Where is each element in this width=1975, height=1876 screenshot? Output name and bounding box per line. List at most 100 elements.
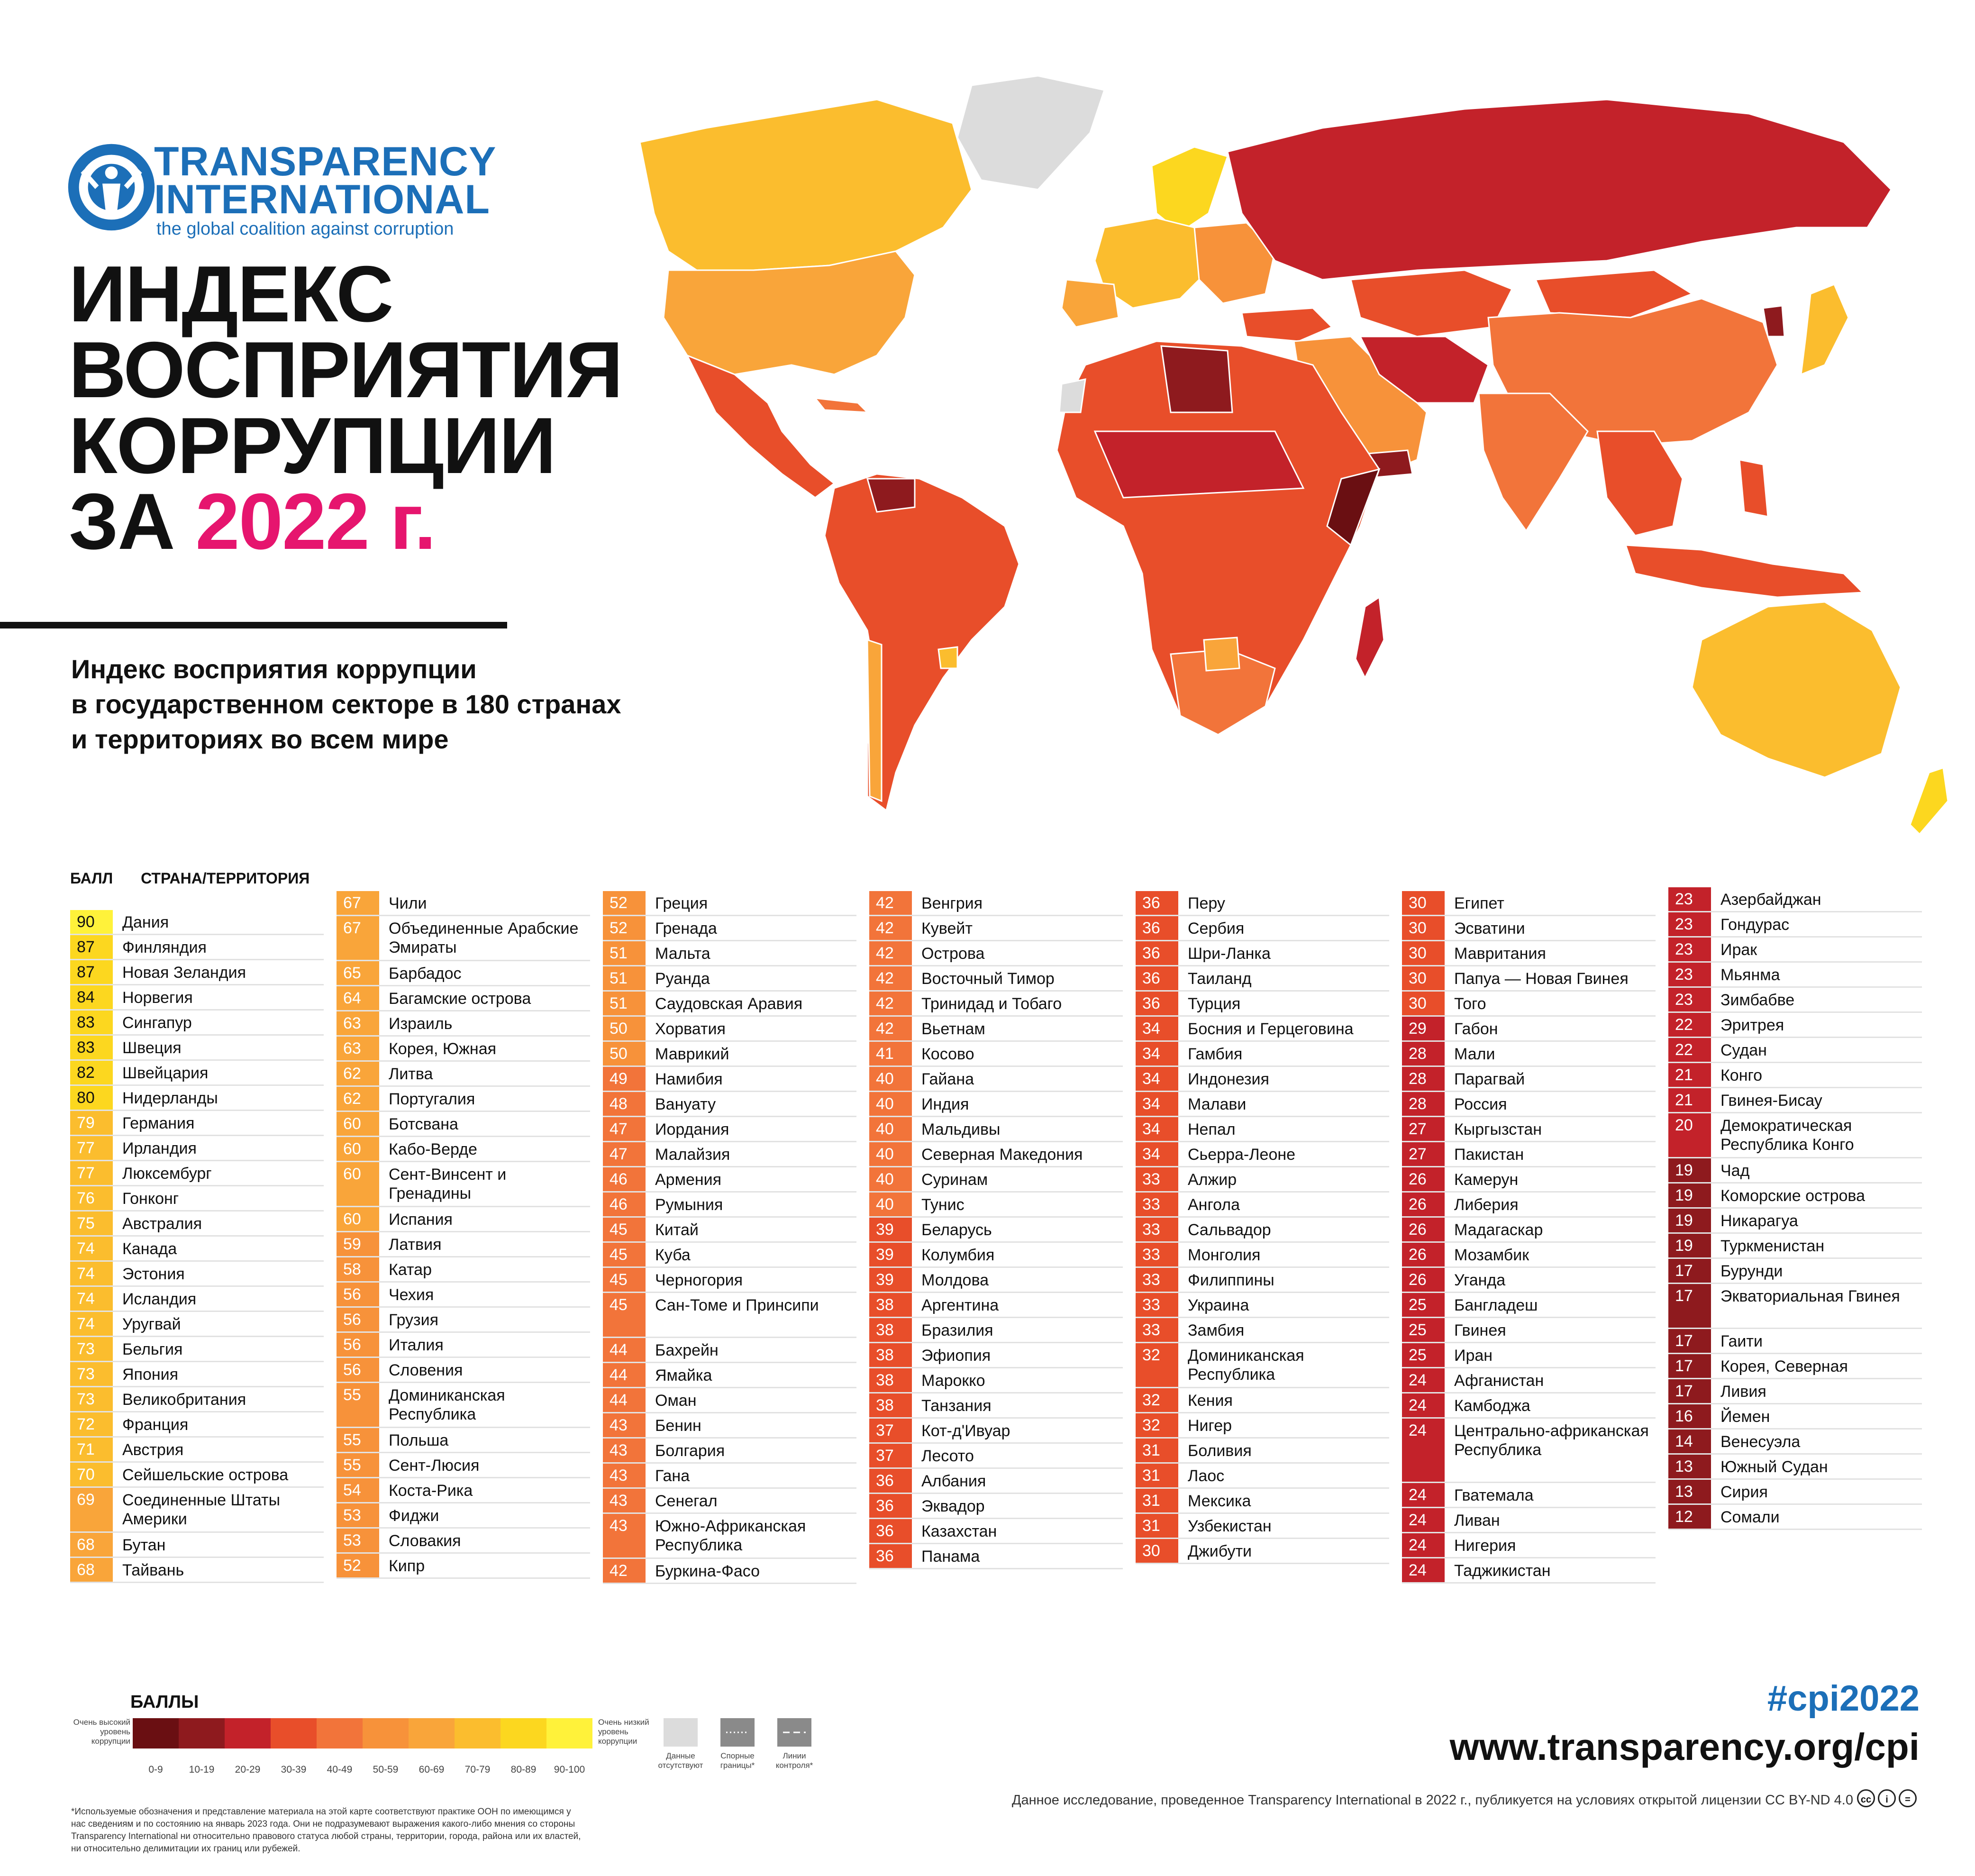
score-value: 24: [1402, 1483, 1445, 1507]
table-row: 73 Великобритания: [70, 1387, 324, 1412]
table-row: 34 Малави: [1136, 1092, 1389, 1117]
table-row: 24 Нигерия: [1402, 1533, 1656, 1558]
score-value: 13: [1668, 1455, 1711, 1478]
score-value: 39: [869, 1243, 912, 1266]
country-name: Объединенные Арабские Эмираты: [389, 920, 579, 956]
country-name: Мали: [1454, 1045, 1495, 1063]
score-value: 26: [1402, 1243, 1445, 1266]
country-name: Индонезия: [1188, 1070, 1269, 1088]
table-row: 36 Албания: [869, 1469, 1123, 1494]
page-title: ИНДЕКС ВОСПРИЯТИЯ КОРРУПЦИИ ЗА 2022 г.: [69, 254, 623, 561]
country-name: Барбадос: [389, 965, 462, 983]
score-value: 52: [337, 1554, 379, 1577]
score-value: 56: [337, 1283, 379, 1306]
table-row: 55 Польша: [337, 1428, 590, 1453]
score-value: 30: [1136, 1539, 1178, 1563]
country-name: Сенегал: [655, 1492, 718, 1510]
score-value: 56: [337, 1358, 379, 1382]
country-name: Танзания: [921, 1397, 992, 1415]
score-value: 45: [603, 1293, 646, 1337]
country-name: Канада: [122, 1240, 177, 1258]
score-value: 14: [1668, 1430, 1711, 1453]
country-name: Тринидад и Тобаго: [921, 995, 1062, 1013]
country-name: Гамбия: [1188, 1045, 1243, 1063]
score-value: 23: [1668, 938, 1711, 961]
country-name: Корея, Южная: [389, 1040, 497, 1058]
map-greenland: [956, 75, 1105, 191]
country-name: Йемен: [1720, 1408, 1770, 1426]
country-name: Румыния: [655, 1196, 723, 1214]
table-row: 33 Украина: [1136, 1293, 1389, 1318]
table-row: 22 Эритрея: [1668, 1013, 1922, 1038]
table-row: 38 Марокко: [869, 1368, 1123, 1393]
country-name: Ирак: [1720, 941, 1757, 959]
table-row: 24 Таджикистан: [1402, 1558, 1656, 1584]
country-name: Саудовская Аравия: [655, 995, 803, 1013]
table-row: 51 Саудовская Аравия: [603, 992, 856, 1017]
country-name: Индия: [921, 1095, 969, 1113]
score-value: 32: [1136, 1388, 1178, 1412]
country-name: Коморские острова: [1720, 1187, 1866, 1205]
score-value: 60: [337, 1207, 379, 1231]
country-name: Узбекистан: [1188, 1517, 1272, 1535]
table-row: 40 Северная Македония: [869, 1142, 1123, 1167]
country-name: Швейцария: [122, 1064, 209, 1082]
table-row: 67 Объединенные Арабские Эмираты: [337, 916, 590, 961]
score-value: 40: [869, 1142, 912, 1166]
table-row: 13 Южный Судан: [1668, 1455, 1922, 1480]
country-name: Гайана: [921, 1070, 974, 1088]
table-row: 30 Египет: [1402, 891, 1656, 916]
table-row: 42 Острова: [869, 941, 1123, 966]
country-name: Малави: [1188, 1095, 1247, 1113]
legend-tick-label: 40-49: [327, 1764, 353, 1775]
nd-icon: =: [1899, 1789, 1917, 1807]
score-value: 42: [869, 1017, 912, 1040]
legend-control-label: Линии контроля*: [775, 1751, 813, 1770]
table-row: 21 Гвинея-Бисау: [1668, 1088, 1922, 1113]
country-name: Эсватини: [1454, 920, 1525, 938]
country-name: Польша: [389, 1431, 449, 1449]
score-value: 30: [1402, 992, 1445, 1015]
subtitle-line2: в государственном секторе в 180 странах: [71, 689, 621, 719]
score-value: 23: [1668, 963, 1711, 986]
country-name: Сингапур: [122, 1014, 192, 1032]
score-column: 90 Дания 87 Финляндия 87 Новая Зеландия 84 Норв…: [70, 910, 324, 1583]
table-row: 77 Ирландия: [70, 1136, 324, 1161]
score-value: 26: [1402, 1193, 1445, 1216]
score-value: 42: [869, 891, 912, 915]
country-name: Сальвадор: [1188, 1221, 1271, 1239]
score-value: 67: [337, 916, 379, 960]
table-row: 34 Непал: [1136, 1117, 1389, 1142]
score-value: 64: [337, 986, 379, 1010]
cc-icon: cc: [1857, 1789, 1875, 1807]
country-name: Джибути: [1188, 1542, 1252, 1560]
table-row: 74 Исландия: [70, 1287, 324, 1312]
table-row: 26 Уганда: [1402, 1268, 1656, 1293]
table-row: 63 Израиль: [337, 1011, 590, 1037]
legend-swatch: [133, 1718, 179, 1749]
country-name: Хорватия: [655, 1020, 726, 1038]
score-value: 50: [603, 1017, 646, 1040]
table-row: 29 Габон: [1402, 1017, 1656, 1042]
map-chile: [866, 638, 883, 802]
table-row: 40 Индия: [869, 1092, 1123, 1117]
country-name: Исландия: [122, 1290, 197, 1308]
country-name: Иордания: [655, 1120, 729, 1138]
country-name: Сент-Винсент и Гренадины: [389, 1166, 507, 1202]
logo-tagline: the global coalition against corruption: [156, 219, 454, 239]
country-name: Северная Македония: [921, 1146, 1083, 1164]
website-link[interactable]: www.transparency.org/cpi: [1449, 1726, 1920, 1768]
score-value: 73: [70, 1337, 113, 1361]
table-row: 42 Тринидад и Тобаго: [869, 992, 1123, 1017]
table-row: 23 Азербайджан: [1668, 887, 1922, 912]
legend-no-data-swatch: [664, 1718, 698, 1747]
country-name: Вануату: [655, 1095, 716, 1113]
score-value: 67: [337, 891, 379, 915]
table-row: 74 Канада: [70, 1237, 324, 1262]
country-name: Тайвань: [122, 1561, 184, 1579]
score-value: 24: [1402, 1533, 1445, 1557]
map-somalia: [1326, 468, 1381, 546]
table-row: 43 Южно-Африканская Республика: [603, 1514, 856, 1559]
table-row: 36 Перу: [1136, 891, 1389, 916]
score-value: 12: [1668, 1505, 1711, 1529]
